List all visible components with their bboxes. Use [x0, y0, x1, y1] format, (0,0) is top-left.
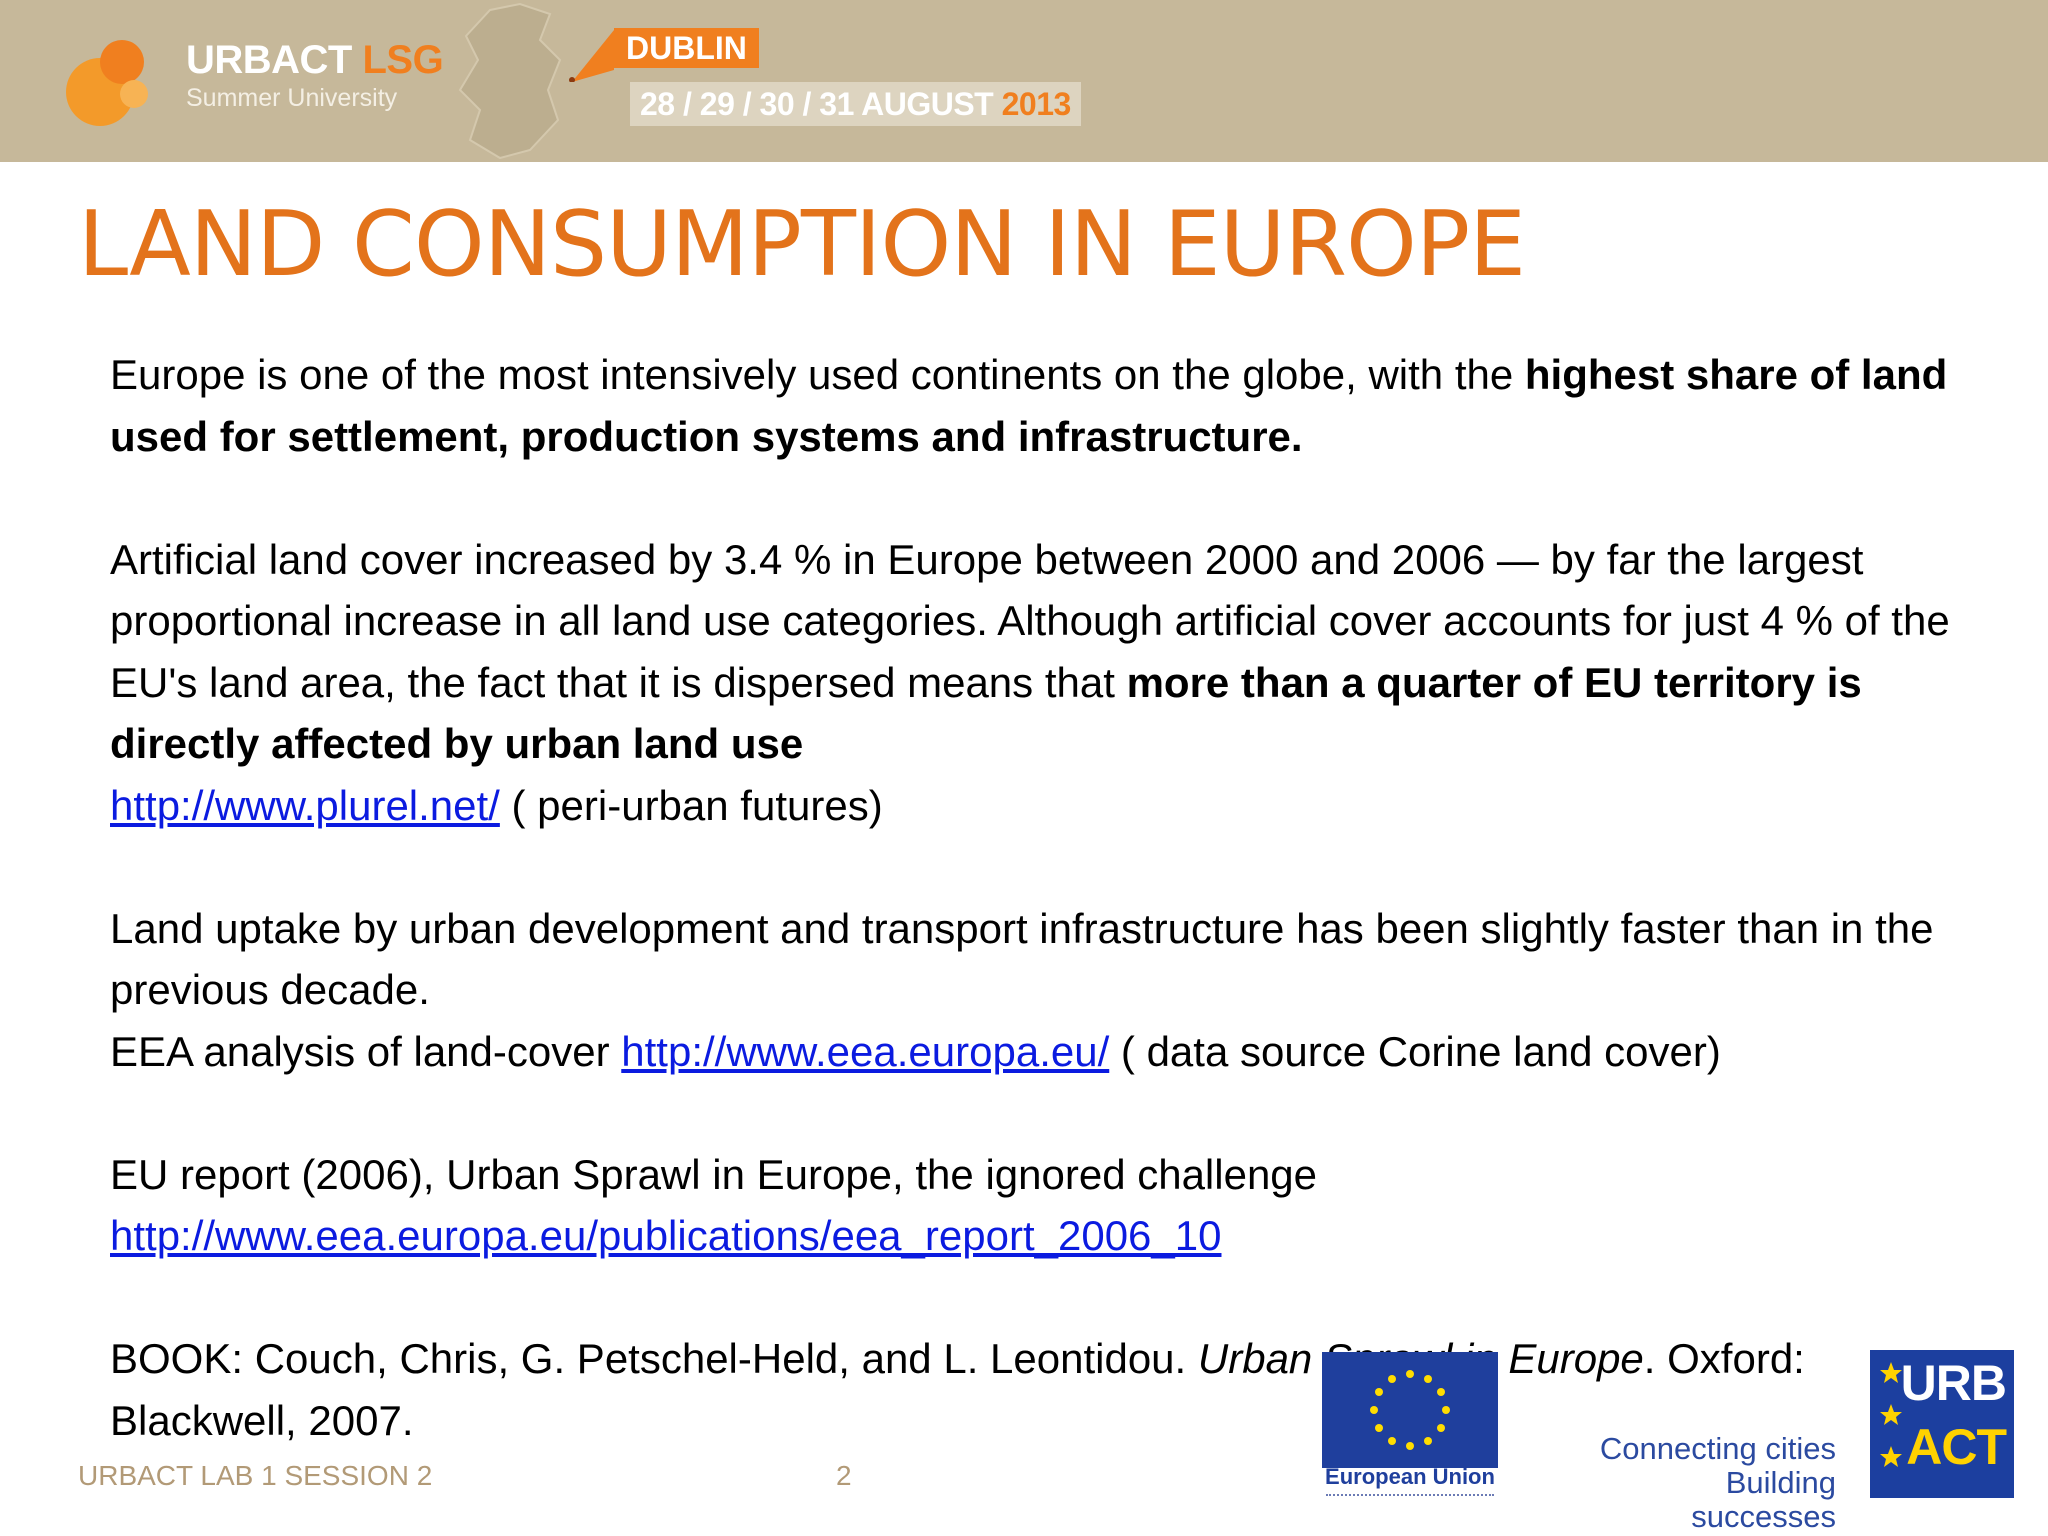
- urbact-logo-bottom: ACT: [1906, 1419, 2007, 1475]
- european-union-logo: European Union: [1322, 1352, 1498, 1508]
- stars-icon: [1880, 1362, 1902, 1467]
- dates-badge: 28 / 29 / 30 / 31 AUGUST 2013: [630, 82, 1081, 126]
- eu-flag-icon: [1322, 1352, 1498, 1468]
- summer-university-label: Summer University: [186, 84, 398, 112]
- city-badge: DUBLIN: [614, 28, 759, 68]
- urbact-lsg-logo-text: URBACT LSG: [186, 38, 444, 82]
- eu-label: European Union: [1325, 1464, 1495, 1489]
- paragraph-artificial-land: Artificial land cover increased by 3.4 %…: [110, 535, 1950, 768]
- eea-link[interactable]: http://www.eea.europa.eu/: [621, 1027, 1110, 1075]
- paragraph-eu-report: EU report (2006), Urban Sprawl in Europe…: [110, 1150, 1318, 1198]
- paragraph-land-uptake: Land uptake by urban development and tra…: [110, 904, 1934, 1014]
- eu-fineprint-line: [1326, 1494, 1494, 1500]
- urbact-lsg-logo-icon: [66, 40, 148, 126]
- ireland-map-graphic: [458, 2, 562, 160]
- paragraph-intro: Europe is one of the most intensively us…: [110, 351, 1948, 460]
- plurel-link[interactable]: http://www.plurel.net/: [110, 781, 500, 829]
- paragraph-eea-analysis: EEA analysis of land-cover http://www.ee…: [110, 1027, 1721, 1075]
- urbact-logo: URB ACT: [1870, 1350, 2014, 1498]
- location-pointer-icon: [569, 30, 614, 82]
- slide-title: LAND CONSUMPTION IN EUROPE: [78, 192, 1526, 297]
- paragraph-eu-report-link: http://www.eea.europa.eu/publications/ee…: [110, 1205, 1990, 1267]
- slide-body: Europe is one of the most intensively us…: [110, 344, 1990, 1451]
- eea-report-link[interactable]: http://www.eea.europa.eu/publications/ee…: [110, 1212, 1222, 1259]
- urbact-logo-top: URB: [1900, 1355, 2007, 1411]
- page-number: 2: [836, 1460, 852, 1491]
- paragraph-book: BOOK: Couch, Chris, G. Petschel-Held, an…: [110, 1335, 1805, 1444]
- paragraph-plurel-link: http://www.plurel.net/ ( peri-urban futu…: [110, 781, 883, 829]
- header-band: URBACT LSG Summer University DUBLIN 28 /…: [0, 0, 2048, 162]
- footer-session-label: URBACT LAB 1 SESSION 2: [78, 1460, 433, 1491]
- urbact-slogan: Connecting cities Building successes: [1599, 1431, 1836, 1534]
